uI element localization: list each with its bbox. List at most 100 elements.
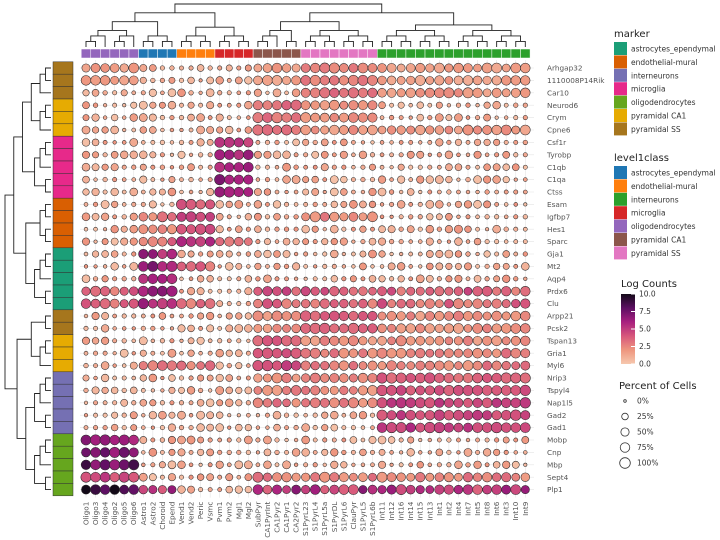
- dot-C1qb-Pvm1: [214, 161, 226, 173]
- dot-Gad2-Peric: [196, 410, 205, 420]
- dot-Aqp4-S1PyrL6b: [368, 275, 377, 283]
- dot-Igfbp7-Int15: [417, 214, 423, 220]
- dot-Mt2-Epend: [166, 260, 178, 272]
- dot-Hes1-Int14: [406, 225, 415, 234]
- marker-cell-Car10: [52, 86, 74, 100]
- gene-marker-annotation-bar: [52, 61, 74, 497]
- dot-Sept4-Epend: [167, 473, 176, 482]
- dot-Gad2-S1PyrL23: [303, 413, 308, 418]
- cluster-label-Oligo3: Oligo3: [91, 501, 100, 525]
- gene-label-C1qb: C1qb: [547, 163, 566, 172]
- dot-Sparc-Epend: [167, 237, 177, 247]
- dot-Esam-S1PyrL6b: [368, 200, 377, 209]
- dot-Gja1-Int12: [389, 251, 394, 257]
- dot-Tspan13-Vend2: [187, 337, 195, 345]
- dot-Tspyl4-Astro2: [150, 388, 155, 393]
- dot-Arpp21-SubPyr: [252, 310, 264, 322]
- dot-C1qa-Peric: [198, 177, 203, 182]
- dot-Myl6-CA1Pyr1: [281, 360, 292, 371]
- dot-Cnp-Oligo3: [90, 447, 101, 458]
- dendrogram-branch: [238, 41, 249, 47]
- dot-Mobp-Int11: [377, 435, 387, 445]
- class-cell-S1PyrL6b: [367, 48, 378, 59]
- dot-Tyrobp-Mgl2: [243, 149, 254, 161]
- dot-Prdx6-CA1Pyr1: [281, 286, 292, 296]
- dot-Gria1-S1PyrDL: [329, 348, 340, 359]
- dot-Ctss-Oligo1: [82, 188, 90, 196]
- class-cell-Mgl2: [243, 48, 254, 59]
- dot-Aqp4-Int7: [465, 276, 471, 282]
- dot-Pcsk2-Int13: [424, 323, 435, 334]
- dot-Mt2-CA1PyrInt: [265, 264, 270, 269]
- dot-Prdx6-Choroid: [157, 285, 168, 297]
- dot-Cpne6-Oligo1: [81, 125, 91, 135]
- dot-Arhgap32-CA1PyrInt: [262, 63, 273, 73]
- dendrogram-branch: [305, 41, 316, 47]
- dot-Arhgap32-Oligo5: [119, 63, 129, 73]
- dot-Hes1-Vsmc: [204, 223, 216, 235]
- dot-Hes1-Astro2: [148, 224, 158, 234]
- dot-Arpp21-CA1Pyr2: [271, 310, 283, 322]
- dot-Mbp-S1PyrL5: [360, 462, 366, 467]
- dot-Prdx6-Int9: [520, 286, 531, 297]
- marker-cell-Igfbp7: [52, 210, 74, 224]
- dot-Arhgap32-Oligo4: [100, 63, 110, 73]
- dot-Sept4-Int14: [406, 472, 416, 482]
- class-legend-label: microglia: [631, 209, 666, 218]
- dot-Mobp-Vend2: [186, 435, 196, 445]
- dot-Cpne6-Int7: [462, 124, 474, 136]
- dot-Arpp21-Int7: [462, 310, 474, 322]
- dot-Gad2-ClauPyr: [349, 411, 358, 419]
- dot-C1qb-Int6: [492, 163, 501, 172]
- dot-Cpne6-Int16: [396, 125, 406, 135]
- dot-Tyrobp-Vend1: [177, 150, 186, 159]
- dot-Cnp-SubPyr: [255, 450, 260, 455]
- class-cell-Oligo1: [80, 48, 92, 59]
- dot-Hes1-Int6: [492, 225, 501, 234]
- dot-Arhgap32-S1PyrL4: [310, 62, 321, 74]
- dot-Gja1-Int5: [475, 251, 480, 257]
- dot-1110008P14Rik-CA1Pyr2: [271, 75, 283, 86]
- dot-Tspan13-Int12: [387, 336, 396, 346]
- dot-Nap1l5-S1PyrL6: [338, 397, 349, 408]
- class-legend-swatch: [614, 206, 627, 220]
- marker-legend-label: pyramidal SS: [631, 125, 681, 134]
- dendrogram-branch: [415, 24, 493, 31]
- dot-C1qb-Astro1: [139, 163, 147, 171]
- dot-Tspan13-Pvm1: [217, 338, 223, 344]
- dendrogram-branch: [309, 35, 330, 42]
- class-legend-swatch: [614, 179, 627, 193]
- dot-Myl6-ClauPyr: [348, 360, 359, 371]
- dot-Tyrobp-Int11: [379, 152, 385, 158]
- dendrogram-branch: [30, 83, 41, 122]
- dot-Aqp4-S1PyrL4: [312, 276, 318, 282]
- class-cell-Mgl1: [233, 48, 244, 59]
- gene-label-Cnp: Cnp: [547, 448, 562, 457]
- dot-Aqp4-S1PyrL23: [303, 276, 308, 281]
- dendrogram-branch: [280, 21, 340, 31]
- dot-Prdx6-Int15: [415, 286, 425, 296]
- dot-Myl6-Int2: [443, 360, 455, 371]
- color-legend-tick-label: 2.5: [639, 342, 651, 351]
- dot-Cpne6-Int13: [425, 125, 435, 135]
- dot-Nrip3-Int3: [500, 372, 512, 384]
- dot-Nap1l5-Oligo6: [131, 400, 137, 406]
- dendrogram-branch: [45, 253, 51, 267]
- dot-Neurod6-CA2Pyr2: [290, 99, 302, 111]
- dot-1110008P14Rik-Int10: [510, 75, 521, 86]
- dot-Igfbp7-Int4: [456, 214, 461, 219]
- dot-Prdx6-Int3: [501, 286, 512, 297]
- dot-C1qa-Oligo1: [82, 175, 90, 184]
- dot-C1qb-Vend1: [178, 164, 185, 170]
- dot-Tspyl4-SubPyr: [253, 386, 263, 395]
- dot-Nap1l5-Int12: [386, 397, 397, 408]
- class-cell-Pvm2: [224, 48, 235, 59]
- dot-Tyrobp-Int16: [398, 152, 404, 158]
- cluster-label-S1PyrL23: S1PyrL23: [301, 501, 310, 536]
- dot-Nap1l5-S1PyrL4: [309, 397, 321, 409]
- dot-Myl6-Astro2: [147, 360, 159, 371]
- dot-Csf1r-Int8: [483, 138, 491, 146]
- dot-Car10-Peric: [198, 90, 203, 95]
- dot-Crym-Int4: [454, 113, 463, 122]
- dot-Ctss-Int9: [523, 189, 528, 195]
